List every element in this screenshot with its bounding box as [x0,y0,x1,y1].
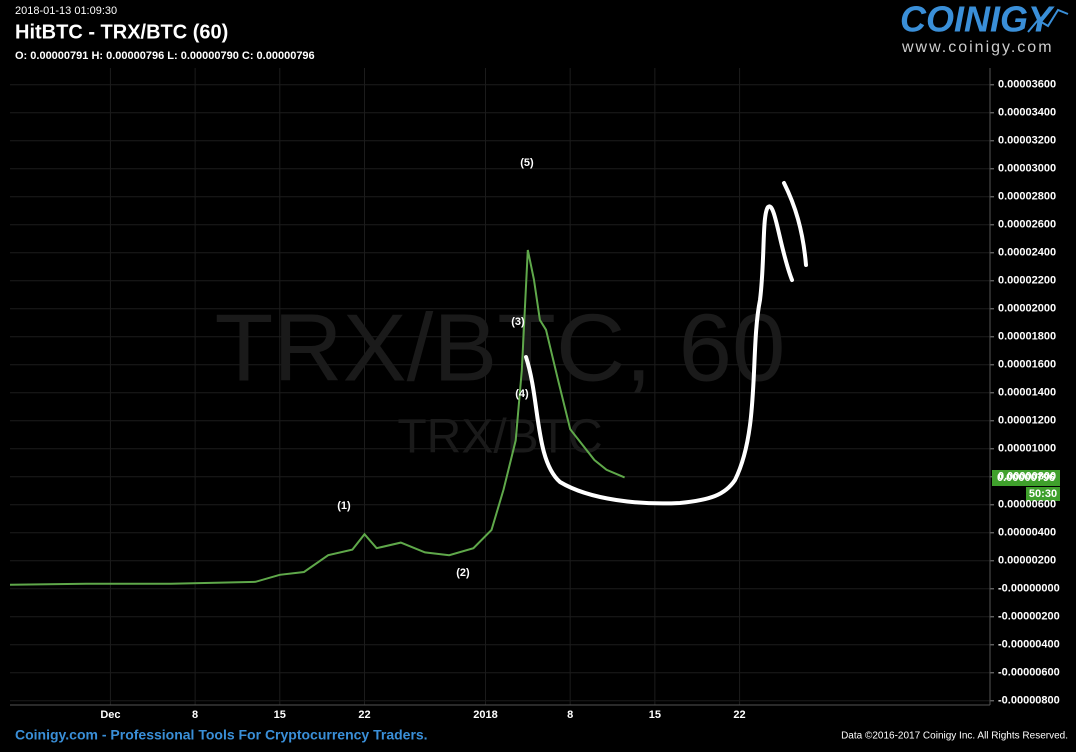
x-tick-label: Dec [100,709,120,721]
footer-right: Data ©2016-2017 Coinigy Inc. All Rights … [841,731,1068,742]
countdown-box [1026,487,1060,501]
wave-label: (4) [515,388,529,400]
y-tick-label: 0.00001600 [998,359,1056,371]
y-tick-label: 0.00001200 [998,415,1056,427]
plot [9,249,625,586]
y-tick-label: 0.00000400 [998,527,1056,539]
wave-label: (5) [520,157,534,169]
x-tick-label: 8 [567,709,573,721]
countdown: 50:30 [1029,488,1057,500]
logo: COINIGY [900,0,1055,40]
x-tick-label: 22 [733,709,745,721]
logo-url: www.coinigy.com [901,39,1054,56]
y-tick-label: -0.00000600 [998,667,1060,679]
footer-bg [0,725,1076,752]
y-tick-label: 0.00002400 [998,247,1056,259]
y-tick-label: 0.00002800 [998,191,1056,203]
ohlc: O: 0.00000791 H: 0.00000796 L: 0.0000079… [15,50,315,62]
grid [10,68,994,705]
y-tick-label: 0.00002600 [998,219,1056,231]
watermark-sub: TRX/BTC [397,411,602,464]
y-tick-label: 0.00003200 [998,135,1056,147]
y-tick-label: -0.00000000 [998,583,1060,595]
y-tick-label: 0.00002000 [998,303,1056,315]
y-tick-label: 0.00000200 [998,555,1056,567]
hand-drawing [524,181,808,506]
wave-label: (1) [337,500,351,512]
y-tick-label: 0.00003600 [998,79,1056,91]
y-tick-label: 0.00001400 [998,387,1056,399]
y-tick-label: -0.00000200 [998,611,1060,623]
price-line [9,249,625,586]
y-tick-label: -0.00000800 [998,695,1060,707]
y-tick-label: 0.00003400 [998,107,1056,119]
logo-graph [1027,8,1069,33]
watermark: TRX/BTC, 60 [215,294,786,401]
timestamp: 2018-01-13 01:09:30 [15,5,117,17]
x-tick-label: 2018 [473,709,497,721]
y-tick-label: 0.00000800 [998,471,1056,483]
last-price: 0.00000796 [997,472,1055,484]
y-tick-label: 0.00002200 [998,275,1056,287]
x-tick-label: 15 [274,709,286,721]
x-tick-label: 8 [192,709,198,721]
price-box [992,470,1060,486]
y-tick-label: 0.00000600 [998,499,1056,511]
y-tick-label: 0.00001800 [998,331,1056,343]
y-tick-label: -0.00000400 [998,639,1060,651]
x-tick-label: 22 [358,709,370,721]
x-tick-label: 15 [649,709,661,721]
y-tick-label: 0.00003000 [998,163,1056,175]
y-tick-label: 0.00001000 [998,443,1056,455]
chart-title: HitBTC - TRX/BTC (60) [15,21,228,43]
wave-label: (2) [456,567,470,579]
wave-label: (3) [511,316,525,328]
footer-left: Coinigy.com - Professional Tools For Cry… [15,727,428,743]
